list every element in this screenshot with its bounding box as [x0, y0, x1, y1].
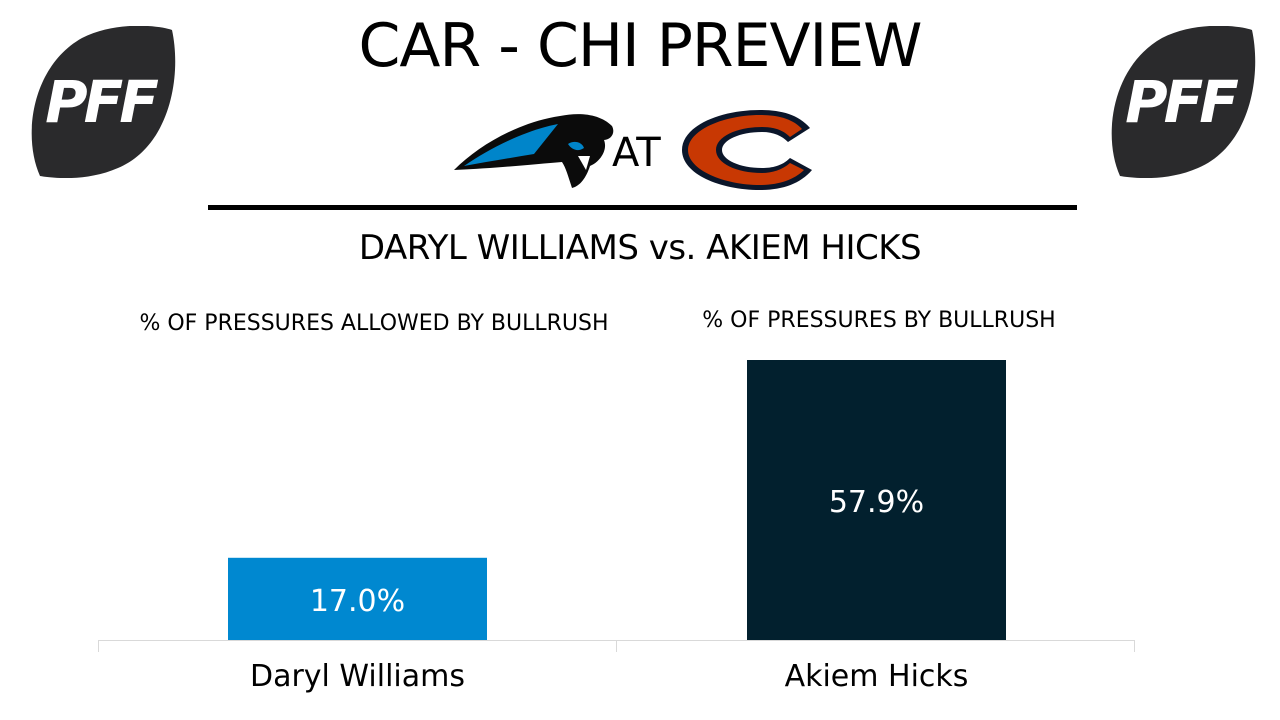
- panthers-logo-icon: [454, 114, 614, 188]
- page-title: CAR - CHI PREVIEW: [358, 11, 923, 81]
- chart-title-williams: % OF PRESSURES ALLOWED BY BULLRUSH: [139, 311, 609, 336]
- bar-value-label-1: 57.9%: [829, 485, 924, 520]
- pff-logo-left: PFF: [22, 25, 178, 179]
- category-label-1: Akiem Hicks: [785, 659, 969, 694]
- category-label-0: Daryl Williams: [250, 659, 465, 694]
- football-icon: [1111, 25, 1256, 179]
- chart-title-hicks: % OF PRESSURES BY BULLRUSH: [702, 308, 1056, 333]
- bears-logo-icon: [682, 110, 812, 190]
- matchup-subtitle: DARYL WILLIAMS vs. AKIEM HICKS: [358, 228, 922, 268]
- pff-logo-text: PFF: [45, 68, 159, 136]
- bar-value-label-0: 17.0%: [310, 584, 405, 619]
- bar-0: [228, 557, 487, 640]
- header-divider: [208, 205, 1077, 210]
- bar-1: [747, 360, 1006, 640]
- football-icon: [31, 25, 176, 179]
- matchup-row: AT: [440, 100, 840, 200]
- pff-logo-right: PFF: [1102, 25, 1258, 179]
- pff-logo-text: PFF: [1125, 68, 1239, 136]
- at-label: AT: [612, 130, 661, 176]
